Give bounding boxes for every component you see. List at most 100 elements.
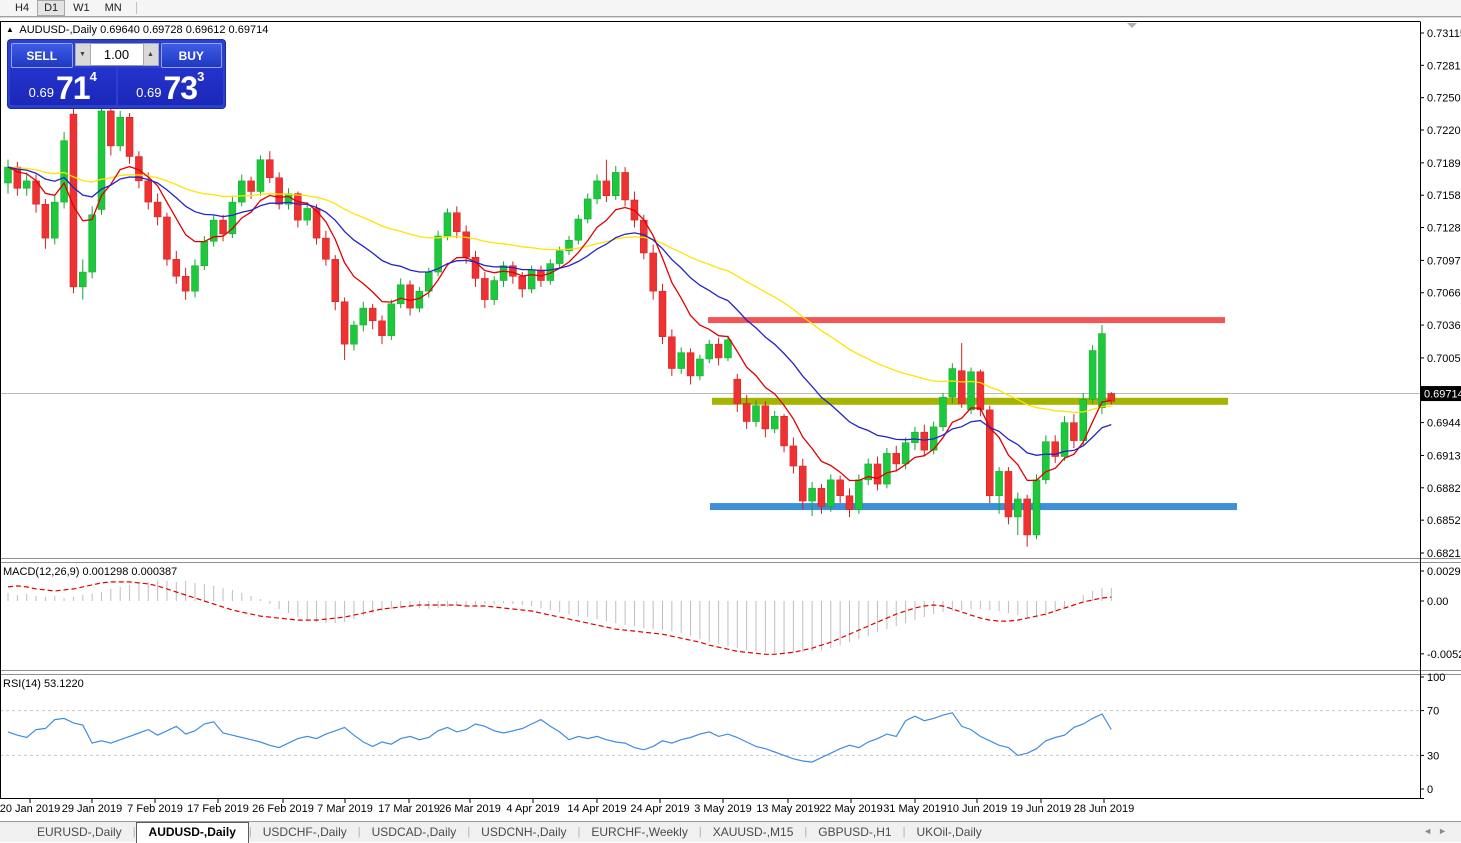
ohlc-high: 0.69728 (142, 24, 183, 36)
candle-body (172, 259, 181, 277)
rsi-tick-label: 30 (1427, 750, 1439, 762)
candle-body (555, 250, 564, 264)
candle-body (770, 415, 779, 430)
date-tick-label: 3 May 2019 (694, 803, 751, 815)
volume-input[interactable] (90, 43, 143, 66)
candle-body (1032, 479, 1041, 536)
candle-body (107, 110, 115, 147)
tab-gbpusd-h1[interactable]: GBPUSD-,H1 (818, 825, 892, 839)
candle-body (668, 336, 676, 369)
macd-label: MACD(12,26,9) 0.001298 0.000387 (3, 566, 178, 578)
tab-scroll-left-icon[interactable]: ◄ (1423, 826, 1439, 836)
timeframe-button-w1[interactable]: W1 (73, 2, 90, 14)
buy-price-display[interactable]: 0.69 73 3 (117, 68, 223, 105)
ohlc-close: 0.69714 (228, 24, 269, 36)
date-tick-label: 26 Feb 2019 (252, 803, 314, 815)
tab-eurchf-weekly[interactable]: EURCHF-,Weekly (591, 825, 688, 839)
candle-body (761, 405, 770, 430)
candle-body (574, 218, 583, 241)
candle-body (845, 495, 854, 510)
sell-price-display[interactable]: 0.69 71 4 (10, 68, 116, 105)
tab-ukoil-daily[interactable]: UKOil-,Daily (916, 825, 982, 839)
pane-separator (0, 559, 1461, 562)
candle-body (303, 208, 311, 221)
candle-body (873, 463, 882, 485)
tab-scroll-right-icon[interactable]: ► (1438, 826, 1453, 836)
candle-body (995, 471, 1003, 497)
candle-body (312, 208, 321, 239)
tab-eurusd-daily[interactable]: EURUSD-,Daily (37, 825, 122, 839)
candle-body (733, 378, 742, 404)
tab-separator: | (467, 826, 471, 838)
candle-body (864, 463, 872, 481)
pane-separator[interactable] (0, 562, 1461, 563)
tab-audusd-daily[interactable]: AUDUSD-,Daily (135, 821, 249, 843)
candle-body (911, 431, 919, 443)
candle-body (658, 290, 667, 337)
candle-body (855, 479, 863, 510)
buy-button[interactable]: BUY (160, 43, 222, 68)
chart-shift-marker-icon[interactable] (1127, 23, 1137, 28)
candle-body (799, 465, 807, 502)
date-tick-label: 29 Jan 2019 (62, 803, 123, 815)
candle-body (883, 453, 891, 485)
volume-increase-button[interactable]: ▲ (142, 43, 159, 66)
price-tick-label: 0.68825 (1427, 483, 1461, 495)
tab-usdcnh-daily[interactable]: USDCNH-,Daily (481, 825, 567, 839)
candle-body (60, 140, 68, 203)
date-tick-label: 26 Mar 2019 (439, 803, 501, 815)
current-price-label: 0.69714 (1424, 389, 1461, 401)
date-tick-label: 31 May 2019 (883, 803, 947, 815)
pane-separator[interactable] (0, 674, 1461, 675)
candle-body (1004, 471, 1013, 518)
date-tick-label: 17 Mar 2019 (378, 803, 440, 815)
candle-body (69, 113, 78, 288)
toolbar-separator (135, 2, 137, 14)
pane-separator[interactable] (0, 558, 1461, 559)
timeframe-button-h4[interactable]: H4 (15, 2, 30, 14)
sell-button[interactable]: SELL (11, 43, 73, 68)
tab-separator: | (804, 826, 808, 838)
tab-usdcad-daily[interactable]: USDCAD-,Daily (371, 825, 457, 839)
tab-usdchf-daily[interactable]: USDCHF-,Daily (262, 825, 347, 839)
candle-body (97, 110, 106, 210)
candle-body (200, 241, 209, 266)
candle-body (181, 276, 190, 292)
candle-body (4, 166, 12, 184)
candle-body (986, 409, 994, 497)
candle-body (41, 203, 50, 239)
candle-body (1042, 441, 1050, 481)
tab-separator: | (577, 826, 581, 838)
symbol-ohlc-line: ▲ AUDUSD-,Daily 0.69640 0.69728 0.69612 … (6, 24, 268, 36)
level-line-support[interactable] (710, 503, 1237, 511)
timeframe-button-mn[interactable]: MN (104, 2, 122, 14)
candle-body (686, 352, 695, 377)
candle-body (677, 352, 685, 369)
timeframe-button-d1[interactable]: D1 (37, 0, 66, 16)
candle-body (13, 166, 22, 189)
candle-body (256, 159, 265, 192)
candle-body (415, 290, 424, 309)
date-tick-label: 24 Apr 2019 (630, 803, 689, 815)
macd-signal-line (7, 581, 1112, 655)
level-line-resistance[interactable] (708, 317, 1225, 324)
pane-separator[interactable] (0, 670, 1461, 671)
candle-body (340, 301, 349, 345)
tab-xauusd-m15[interactable]: XAUUSD-,M15 (712, 825, 794, 839)
candle-body (705, 343, 713, 360)
candle-body (368, 307, 377, 322)
volume-decrease-button[interactable]: ▼ (74, 43, 91, 66)
candle-body (714, 343, 723, 359)
candle-body (51, 201, 59, 239)
candle-body (144, 180, 152, 203)
candle-body (565, 240, 573, 252)
candle-body (1079, 399, 1087, 441)
sell-price-big: 71 (55, 70, 91, 106)
candle-body (209, 219, 218, 242)
date-tick-label: 28 Jun 2019 (1074, 803, 1135, 815)
candle-body (948, 368, 957, 398)
